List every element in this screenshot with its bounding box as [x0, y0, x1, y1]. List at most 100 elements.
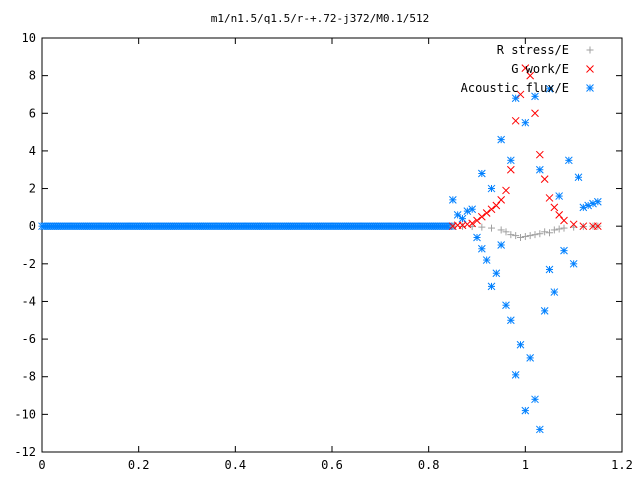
data-point: [569, 259, 578, 268]
data-point: [560, 224, 568, 232]
data-point: [502, 301, 510, 310]
data-point: [516, 90, 525, 99]
chart-title: m1/n1.5/q1.5/r-+.72-j372/M0.1/512: [211, 12, 430, 25]
data-point: [550, 226, 558, 234]
data-point: [521, 233, 529, 241]
data-point: [502, 228, 510, 236]
plot-frame: [41, 37, 623, 453]
axis-ticks: 0 0.2 0.4 0.6 0.8 1 1.2 10 8 6 4 2 0 -2 -4 -6 -8 -10 -12: [14, 31, 633, 472]
y-tick-label: 8: [29, 69, 36, 83]
data-point: [541, 228, 549, 236]
legend-label: R stress/E: [497, 43, 569, 57]
data-point: [478, 223, 486, 231]
data-point: [516, 340, 525, 349]
data-point: [458, 221, 467, 230]
data-point: [507, 231, 515, 239]
data-point: [555, 211, 564, 219]
data-point: [535, 150, 544, 159]
data-point: [512, 232, 520, 240]
data-point: [593, 222, 602, 231]
x-tick-label: 0: [38, 458, 45, 472]
data-point: [453, 211, 462, 219]
x-tick-label: 1: [522, 458, 529, 472]
data-point: [482, 209, 491, 217]
y-tick-label: -2: [22, 257, 36, 271]
data-point: [526, 354, 535, 362]
y-tick-label: -6: [22, 332, 36, 346]
data-point: [521, 118, 530, 127]
data-point: [517, 233, 524, 241]
x-tick-label: 0.6: [321, 458, 343, 472]
data-point: [488, 224, 495, 232]
data-point: [477, 169, 486, 178]
data-point: [535, 165, 544, 174]
data-point: [545, 84, 554, 93]
legend-marker: [586, 84, 594, 92]
data-point: [506, 316, 515, 325]
legend-marker: [586, 46, 594, 54]
data-point: [511, 370, 520, 379]
data-point: [511, 94, 520, 103]
data-point: [497, 241, 506, 249]
data-point: [521, 64, 530, 72]
data-point: [482, 256, 491, 264]
y-tick-label: 2: [29, 182, 36, 196]
data-point: [531, 92, 539, 101]
x-tick-label: 1.2: [611, 458, 633, 472]
data-point: [574, 173, 583, 182]
data-point: [487, 184, 496, 193]
data-point: [477, 244, 486, 253]
legend-label: Acoustic flux/E: [461, 81, 569, 95]
data-point: [540, 175, 549, 183]
data-point: [502, 186, 510, 195]
data-point: [448, 195, 457, 204]
data-point: [487, 282, 496, 291]
legend-marker: [586, 65, 594, 73]
data-point: [492, 201, 501, 210]
data-point: [473, 233, 481, 242]
data-point: [531, 231, 539, 239]
data-point: [487, 205, 496, 214]
data-point: [550, 288, 559, 296]
data-point: [579, 222, 588, 231]
data-point: [545, 194, 554, 202]
data-point: [473, 216, 481, 225]
data-point: [546, 229, 553, 237]
y-tick-label: -8: [22, 370, 36, 384]
y-tick-label: -4: [22, 294, 36, 308]
y-tick-label: -10: [14, 407, 36, 421]
data-point: [531, 109, 539, 118]
data-point: [497, 226, 505, 234]
data-point: [448, 222, 457, 231]
data-point: [555, 225, 563, 233]
data-point: [560, 246, 568, 255]
y-tick-label: 4: [29, 144, 36, 158]
data-point: [593, 197, 602, 206]
legend: R stress/E G work/E Acoustic flux/E: [461, 43, 594, 95]
data-point: [531, 395, 539, 404]
data-point: [506, 156, 515, 165]
data-point: [492, 269, 501, 278]
data-point: [560, 216, 568, 225]
y-tick-label: 10: [22, 31, 36, 45]
data-point: [545, 265, 554, 274]
data-point: [535, 425, 544, 434]
y-tick-label: 6: [29, 106, 36, 120]
y-tick-label: -12: [14, 445, 36, 459]
data-point: [506, 165, 515, 174]
data-point: [521, 406, 530, 415]
data-point: [564, 156, 573, 165]
data-point: [468, 205, 477, 214]
x-tick-label: 0.2: [128, 458, 150, 472]
data-point: [511, 116, 520, 125]
x-tick-label: 0.8: [418, 458, 440, 472]
data-point: [468, 219, 477, 228]
data-point: [536, 230, 544, 238]
data-point: [526, 71, 535, 80]
data-point: [569, 220, 578, 229]
data-point: [477, 212, 486, 221]
data-point: [458, 214, 467, 223]
data-point: [555, 192, 564, 200]
data-point: [550, 203, 559, 212]
